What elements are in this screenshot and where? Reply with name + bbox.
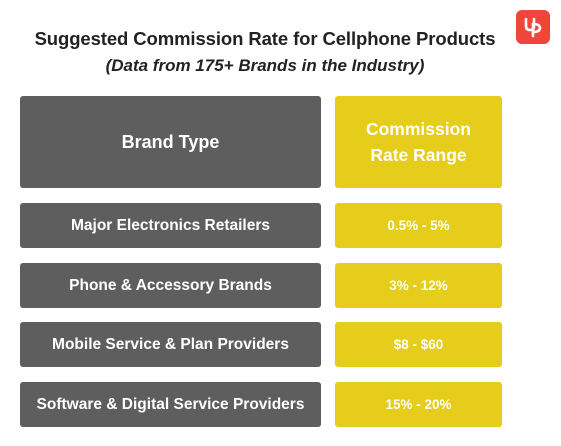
up-logo-icon	[516, 10, 550, 44]
rate-range-cell: $8 - $60	[335, 322, 502, 367]
rate-range-cell: 0.5% - 5%	[335, 203, 502, 248]
rate-range-cell: 3% - 12%	[335, 263, 502, 308]
rate-range-cell: 15% - 20%	[335, 382, 502, 427]
page-subtitle: (Data from 175+ Brands in the Industry)	[105, 56, 425, 75]
up-logo-glyph	[524, 17, 542, 38]
brand-type-cell: Major Electronics Retailers	[20, 203, 321, 248]
brand-type-cell: Software & Digital Service Providers	[20, 382, 321, 427]
brand-type-cell: Mobile Service & Plan Providers	[20, 322, 321, 367]
column-header-commission-rate: Commission Rate Range	[335, 96, 502, 188]
page-title: Suggested Commission Rate for Cellphone …	[34, 28, 496, 49]
brand-type-cell: Phone & Accessory Brands	[20, 263, 321, 308]
column-header-brand-type: Brand Type	[20, 96, 321, 188]
